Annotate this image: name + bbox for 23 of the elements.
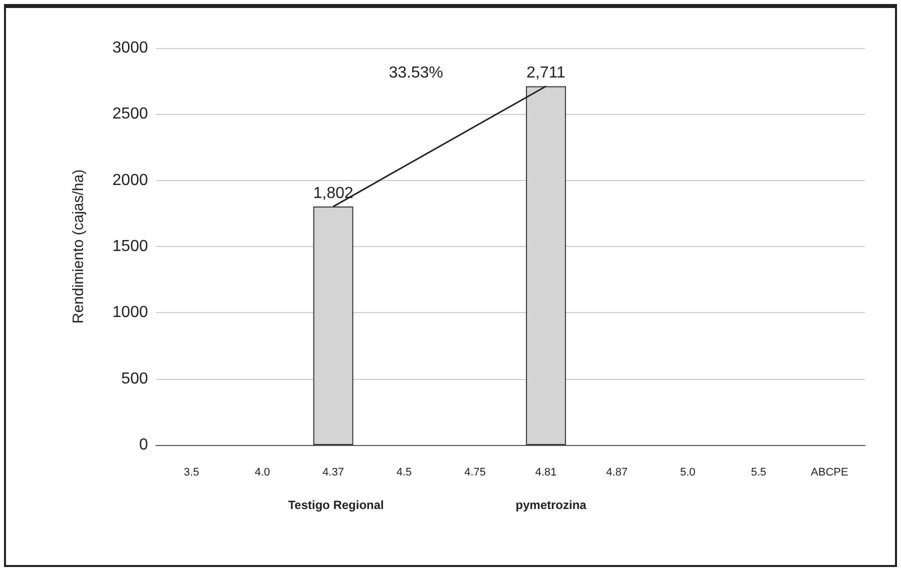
- annotation: 33.53%: [388, 64, 444, 82]
- text: Testigo Regional: [288, 498, 384, 512]
- text: pymetrozina: [516, 498, 587, 512]
- x-tick-label: 3.5: [184, 466, 200, 478]
- x-tick-label: 5.5: [751, 466, 766, 478]
- y-axis-title: Rendimiento (cajas/ha): [70, 169, 87, 324]
- x-tick-label: 4.75: [464, 466, 486, 478]
- y-tick-label: 2500: [112, 106, 148, 123]
- x-tick-label: 4.87: [606, 466, 628, 478]
- x-tick-label: 4.37: [322, 466, 344, 478]
- y-tick-label: 0: [139, 436, 148, 454]
- y-tick-label: 2000: [112, 172, 148, 189]
- y-tick-label: 1500: [112, 238, 148, 255]
- y-tick-label: 500: [121, 370, 148, 388]
- data-label: 2,711: [526, 64, 566, 82]
- x-tick-label: 4.5: [396, 466, 412, 478]
- x-tick-label: 4.81: [535, 466, 557, 478]
- x-tick-label: ABCPE: [810, 466, 848, 478]
- y-tick-label: 1000: [112, 304, 148, 322]
- x-tick-label: 5.0: [680, 466, 696, 478]
- y-tick-label: 3000: [112, 40, 148, 56]
- data-label: 1,802: [313, 185, 354, 202]
- x-tick-label: 4.0: [254, 466, 270, 478]
